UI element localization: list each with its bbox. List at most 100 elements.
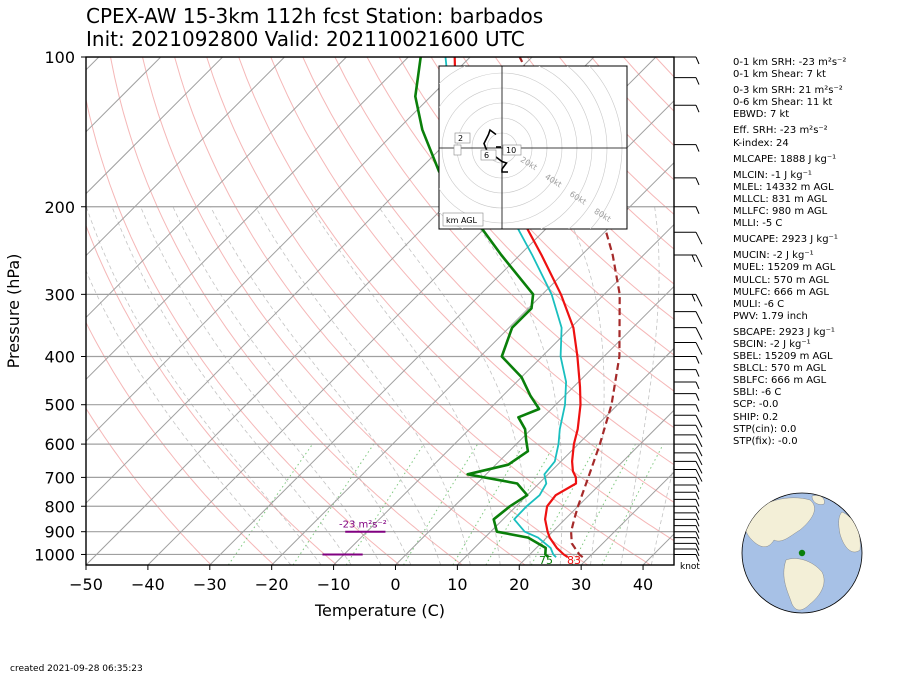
dry-adiabat (270, 57, 674, 503)
wind-barb (674, 381, 700, 390)
hodograph-legend-box (442, 212, 484, 227)
wind-barb (674, 553, 700, 562)
north-america (744, 497, 815, 547)
wind-barb-feather (695, 452, 703, 466)
param-line: MULFC: 666 m AGL (733, 286, 829, 298)
param-line: 0-1 km SRH: -23 m²s⁻² (733, 57, 847, 68)
dry-adiabat (462, 57, 674, 285)
wind-barb (674, 356, 700, 364)
hodograph-height-label: 6 (484, 151, 489, 160)
south-america (783, 558, 825, 611)
wind-barb-halffeather (695, 492, 700, 500)
param-line: EBWD: 7 kt (733, 109, 790, 121)
wind-barb (674, 531, 700, 539)
moist-adiabat (650, 462, 674, 565)
wind-barb-halffeather (695, 393, 700, 401)
wind-barb (674, 327, 703, 340)
isotherm (457, 347, 674, 565)
wind-barb-feather (695, 461, 703, 474)
x-tick-label: −20 (255, 575, 289, 594)
x-tick-label: −30 (193, 575, 227, 594)
wind-barb (674, 231, 703, 245)
x-tick-label: −10 (317, 575, 351, 594)
wind-barb-feather (695, 425, 703, 438)
param-line: MLCAPE: 1888 J kg⁻¹ (733, 153, 837, 165)
wind-barb (674, 293, 703, 307)
y-tick-label: 1000 (34, 545, 75, 564)
moist-adiabat (140, 206, 382, 565)
plot-frame (85, 56, 675, 566)
isotherm (86, 57, 223, 195)
wind-barb-feather (695, 294, 703, 307)
temperature-line (453, 57, 582, 559)
wind-barb-feather (695, 434, 703, 448)
wind-barb (674, 443, 703, 457)
wind-barb-halffeather (695, 506, 700, 514)
x-tick-label: −40 (131, 575, 165, 594)
wind-barb-halffeather (695, 525, 700, 533)
moist-adiabat (463, 206, 563, 565)
mixing-ratio-line (345, 443, 425, 565)
hodograph-height-label: 2 (458, 134, 463, 143)
wind-barb-halffeather (691, 254, 696, 263)
wind-barb-halffeather (691, 294, 696, 302)
wind-barb (674, 484, 700, 493)
wind-barb-feather (695, 327, 703, 340)
param-line: MULCL: 570 m AGL (733, 274, 829, 286)
moist-adiabat (86, 206, 322, 565)
sounding-parameters: 0-1 km SRH: -23 m²s⁻² 0-1 km Shear: 7 kt 0… (733, 57, 846, 448)
wind-barb-halffeather (695, 499, 700, 507)
wind-barb (674, 369, 700, 377)
dry-adiabat (430, 57, 674, 320)
wind-barb (674, 525, 700, 533)
wind-barb (674, 404, 700, 412)
isotherm (518, 409, 674, 565)
y-tick-label: 800 (44, 497, 75, 516)
dry-adiabat (366, 57, 674, 392)
isotherm (86, 57, 347, 319)
station-marker (798, 549, 806, 557)
wind-barb (674, 537, 700, 545)
wind-barb-halffeather (695, 484, 700, 493)
y-tick-label: 600 (44, 435, 75, 454)
wind-barb-feather (695, 342, 703, 355)
isotherm (86, 57, 285, 257)
mixing-ratio-line (227, 443, 314, 565)
wind-barb-halffeather (695, 554, 700, 562)
wind-barb-halffeather (695, 105, 700, 113)
x-tick-label: 40 (633, 575, 653, 594)
wind-barb-halffeather (695, 477, 700, 485)
dry-adiabat (110, 57, 463, 565)
wind-barb-feather (695, 231, 703, 245)
param-line: MLEL: 14332 m AGL (733, 181, 834, 193)
wind-barb (674, 498, 700, 507)
dry-adiabat (142, 57, 526, 565)
param-line: K-index: 24 (733, 137, 789, 149)
mixing-ratio-line (485, 443, 556, 565)
dewpoint-line (414, 57, 550, 559)
x-tick-label: 0 (390, 575, 400, 594)
wind-barb (674, 414, 703, 428)
param-line: SBEL: 15209 m AGL (733, 351, 833, 363)
param-line: MLCIN: -1 J kg⁻¹ (733, 169, 812, 181)
wind-barb (674, 505, 700, 514)
dry-adiabat (86, 321, 275, 565)
moist-adiabat (378, 206, 531, 565)
param-line: PWV: 1.79 inch (733, 310, 808, 322)
hodograph-frame (438, 65, 628, 230)
wind-barb (674, 542, 700, 551)
dry-adiabat (86, 224, 338, 565)
wind-barb-halffeather (695, 381, 700, 390)
wind-barb-halffeather (695, 144, 700, 152)
wind-barb (674, 460, 703, 474)
moist-adiabat (111, 206, 352, 565)
hodograph-height-box (502, 144, 522, 156)
param-line: STP(fix): -0.0 (733, 435, 798, 447)
wind-barb (674, 424, 703, 438)
wind-barb (674, 476, 700, 485)
isotherm (86, 57, 409, 381)
dry-adiabat (174, 57, 588, 565)
param-line: SBLI: -6 C (733, 387, 782, 399)
wind-barb-feather (695, 254, 703, 268)
